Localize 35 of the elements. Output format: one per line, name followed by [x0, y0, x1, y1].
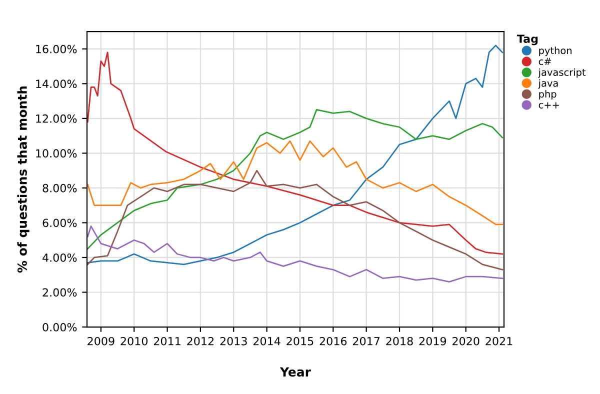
legend-label: c# — [538, 58, 552, 66]
x-tick-label: 2015 — [286, 336, 314, 346]
y-tick-label: 8.00% — [42, 184, 77, 192]
y-tick-label: 16.00% — [36, 44, 77, 54]
line-series — [87, 109, 504, 250]
x-tick-label: 2010 — [120, 336, 148, 346]
x-tick-label: 2021 — [486, 336, 512, 346]
y-tick-label: 2.00% — [42, 288, 77, 297]
x-tick-label: 2014 — [253, 336, 280, 346]
y-axis-title: % of questions that month — [17, 86, 30, 273]
x-tick-label: 2020 — [452, 336, 480, 346]
y-tick-label: 0.00% — [42, 322, 77, 332]
x-tick-label: 2019 — [419, 336, 446, 346]
x-tick-label: 2011 — [154, 336, 180, 346]
legend-label: php — [539, 90, 556, 100]
x-tick-label: 2016 — [320, 336, 347, 346]
legend-label: javascript — [538, 68, 586, 78]
x-tick-label: 2009 — [88, 336, 114, 346]
line-series — [87, 170, 504, 270]
y-tick-label: 10.00% — [36, 149, 77, 158]
y-tick-label: 4.00% — [42, 253, 77, 262]
x-tick-label: 2013 — [220, 336, 247, 346]
legend-label: java — [538, 79, 558, 89]
y-tick-label: 14.00% — [36, 80, 77, 88]
y-tick-label: 6.00% — [42, 218, 77, 228]
legend-label: python — [539, 46, 572, 56]
legend-title: Tag — [516, 34, 538, 46]
legend-label: c++ — [538, 102, 559, 109]
x-tick-label: 2017 — [353, 336, 380, 346]
line-series — [87, 140, 504, 226]
x-axis-title: Year — [280, 367, 311, 377]
line-series — [87, 226, 504, 283]
x-tick-label: 2012 — [187, 336, 214, 346]
y-tick-label: 12.00% — [36, 114, 77, 123]
x-tick-label: 2018 — [386, 336, 413, 346]
